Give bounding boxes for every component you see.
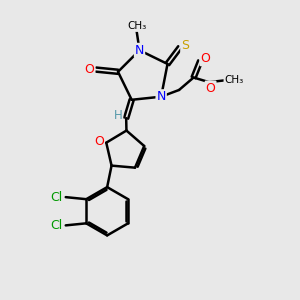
Text: O: O xyxy=(200,52,210,65)
Text: Cl: Cl xyxy=(50,219,62,232)
Text: O: O xyxy=(94,135,104,148)
Text: CH₃: CH₃ xyxy=(224,75,244,85)
Text: O: O xyxy=(85,63,94,76)
Text: N: N xyxy=(157,90,166,103)
Text: N: N xyxy=(135,44,144,57)
Text: O: O xyxy=(206,82,215,94)
Text: Cl: Cl xyxy=(50,190,62,204)
Text: S: S xyxy=(181,40,189,52)
Text: CH₃: CH₃ xyxy=(127,21,146,31)
Text: H: H xyxy=(114,109,122,122)
